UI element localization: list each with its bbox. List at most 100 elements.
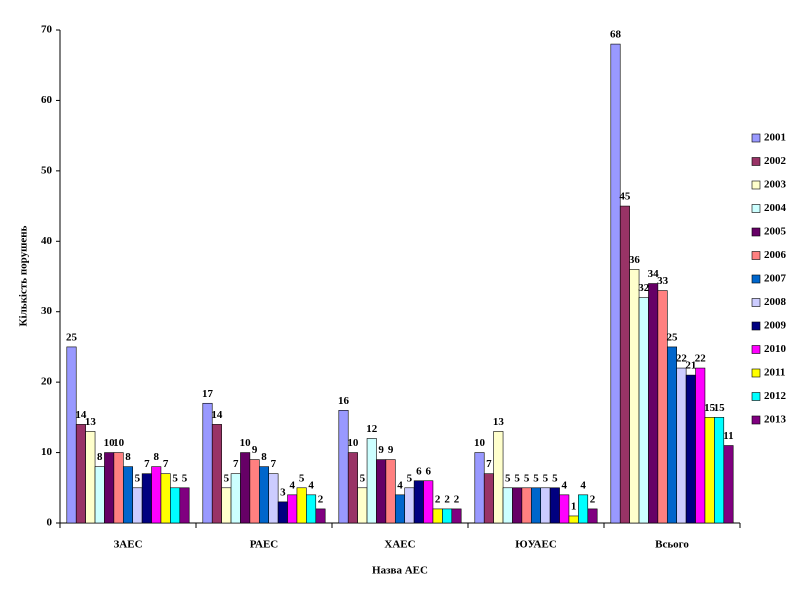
legend-label: 2011	[764, 367, 785, 379]
bar	[723, 445, 734, 524]
legend-swatch	[751, 251, 761, 260]
value-label: 33	[657, 275, 669, 287]
legend-label: 2007	[764, 273, 787, 285]
y-tick-label: 40	[41, 235, 53, 247]
bar	[94, 466, 105, 524]
bar	[113, 452, 124, 524]
value-label: 13	[85, 416, 97, 428]
value-label: 9	[252, 444, 258, 456]
value-label: 5	[360, 472, 366, 484]
bar	[423, 480, 434, 524]
bar	[648, 283, 659, 524]
bar	[676, 367, 687, 524]
bar	[296, 487, 307, 524]
value-label: 25	[66, 331, 78, 343]
bar	[104, 452, 115, 524]
legend-label: 2009	[764, 320, 787, 332]
legend-swatch	[751, 227, 761, 237]
legend-swatch	[751, 321, 761, 331]
value-label: 5	[533, 472, 539, 484]
value-label: 4	[308, 479, 314, 491]
bar	[347, 452, 358, 524]
bar	[75, 424, 86, 524]
bar	[540, 487, 551, 524]
value-label: 13	[493, 416, 505, 428]
legend-label: 2010	[764, 343, 787, 355]
value-label: 2	[444, 493, 450, 505]
legend-label: 2004	[764, 202, 787, 214]
bar	[357, 487, 368, 524]
bar	[376, 459, 387, 524]
value-label: 5	[182, 472, 188, 484]
bar	[141, 473, 152, 524]
bar	[404, 487, 415, 524]
value-label: 22	[695, 353, 707, 365]
bar	[221, 487, 232, 524]
bar	[258, 466, 270, 524]
y-tick-label: 0	[47, 517, 53, 529]
value-label: 15	[704, 402, 716, 414]
value-label: 2	[435, 493, 441, 505]
legend-swatch	[751, 298, 761, 307]
value-label: 14	[211, 409, 223, 421]
value-label: 68	[610, 29, 622, 41]
bar	[610, 43, 621, 524]
value-label: 4	[397, 479, 403, 491]
value-label: 11	[723, 430, 733, 442]
value-label: 7	[233, 458, 239, 470]
y-tick-label: 50	[41, 164, 53, 176]
value-label: 25	[667, 331, 679, 343]
bar	[306, 494, 317, 524]
legend-label: 2012	[764, 390, 787, 402]
value-label: 14	[75, 409, 87, 421]
value-label: 5	[407, 472, 413, 484]
value-label: 34	[648, 268, 660, 280]
value-label: 21	[685, 360, 696, 372]
value-label: 10	[113, 437, 125, 449]
value-label: 7	[163, 458, 169, 470]
bar	[493, 431, 504, 524]
bar	[568, 515, 579, 524]
bar	[451, 508, 462, 524]
x-tick-label: Всього	[655, 539, 689, 551]
legend-swatch	[751, 204, 761, 213]
bar	[512, 487, 523, 524]
legend-swatch	[751, 157, 761, 166]
bar	[230, 473, 241, 524]
value-label: 36	[629, 254, 641, 266]
legend-swatch	[751, 345, 761, 354]
value-label: 5	[543, 472, 549, 484]
bar	[66, 346, 77, 524]
bar	[483, 473, 494, 524]
y-tick-label: 70	[41, 24, 53, 36]
legend-swatch	[751, 392, 761, 401]
x-tick-label: ЮУАЕС	[515, 539, 557, 551]
value-label: 6	[416, 465, 422, 477]
bar	[587, 508, 598, 524]
value-label: 10	[104, 437, 116, 449]
value-label: 4	[580, 479, 586, 491]
bar	[160, 473, 171, 524]
value-label: 7	[486, 458, 492, 470]
bar	[578, 494, 589, 524]
value-label: 2	[318, 493, 324, 505]
value-label: 1	[571, 500, 577, 512]
value-label: 4	[289, 479, 295, 491]
value-label: 5	[224, 472, 230, 484]
bar	[287, 494, 298, 524]
bar	[559, 494, 570, 524]
bar	[413, 480, 424, 524]
value-label: 5	[505, 472, 511, 484]
bar	[432, 508, 443, 524]
bar	[202, 402, 213, 524]
legend-label: 2002	[764, 155, 787, 167]
legend-swatch	[751, 274, 761, 284]
y-axis-title: Кількість порушень	[18, 225, 30, 326]
bar	[277, 501, 288, 524]
bar	[211, 424, 222, 524]
bar	[530, 487, 542, 524]
bar	[521, 487, 532, 524]
bar	[502, 487, 513, 524]
y-tick-label: 30	[41, 305, 53, 317]
